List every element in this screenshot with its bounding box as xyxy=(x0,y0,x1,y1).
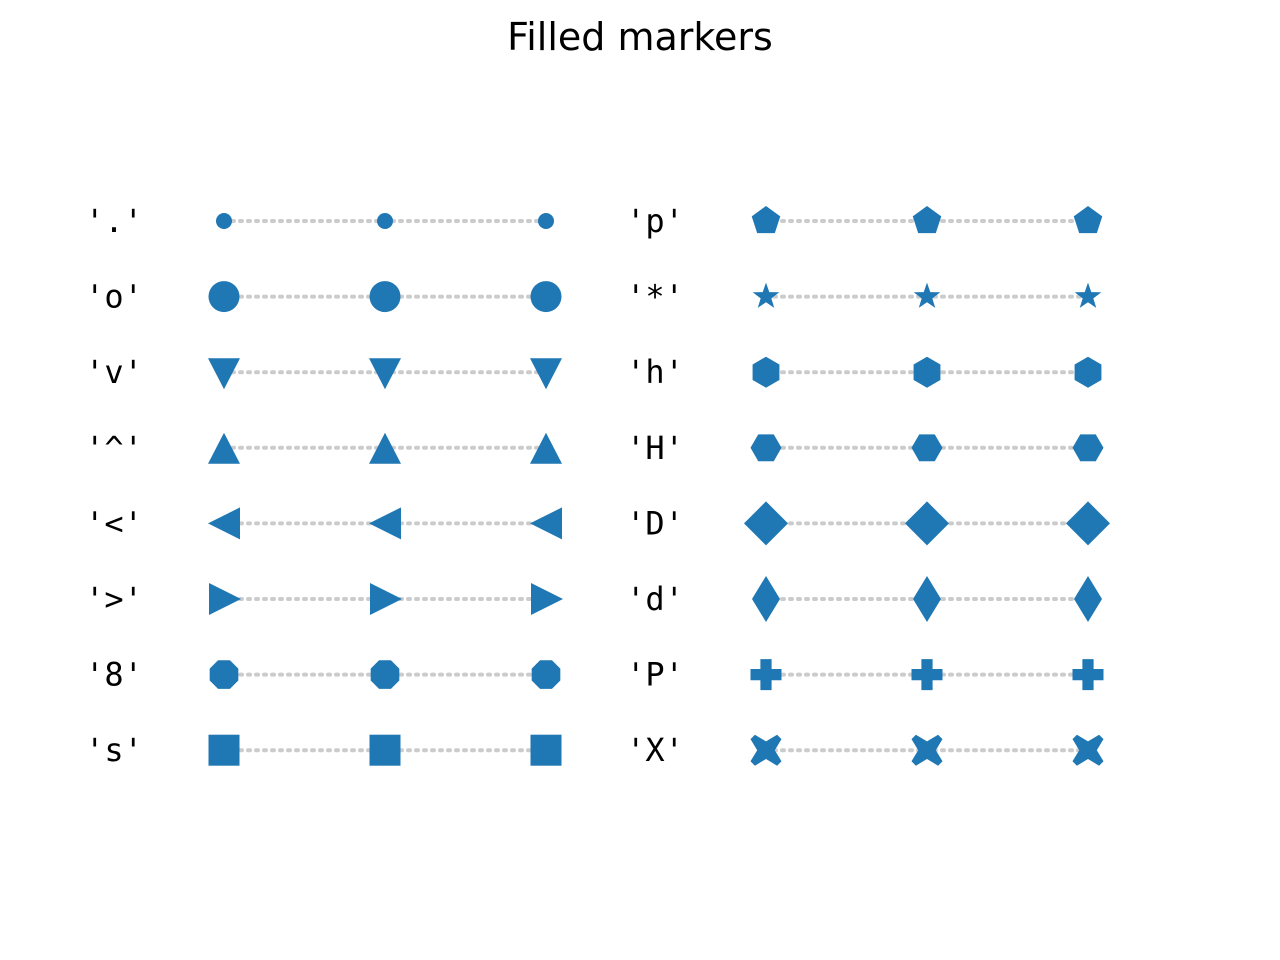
marker-diamond-point xyxy=(1066,501,1110,546)
marker-plus-filled-point xyxy=(750,659,782,691)
marker-row: '*' xyxy=(626,278,1102,316)
marker-row: '8' xyxy=(85,656,561,694)
marker-hexagon2-point xyxy=(911,434,943,462)
marker-octagon-point xyxy=(209,660,239,689)
marker-row: '<' xyxy=(85,504,562,542)
marker-row: 's' xyxy=(85,731,562,769)
marker-pentagon-point xyxy=(1073,206,1103,234)
marker-triangle-left-point xyxy=(369,507,401,540)
marker-thin-diamond-point xyxy=(752,576,780,622)
marker-circle-point xyxy=(530,281,562,313)
marker-triangle-right-point xyxy=(209,583,241,615)
marker-triangle-up-point xyxy=(369,432,401,464)
marker-row: '>' xyxy=(85,580,563,618)
marker-label: '.' xyxy=(85,202,143,240)
marker-label: 'X' xyxy=(626,731,684,769)
marker-row: 'p' xyxy=(626,202,1103,240)
marker-panels: '.''o''v''^''<''>''8''s''p''*''h''H''D''… xyxy=(85,202,1110,769)
marker-x-filled-point xyxy=(1072,734,1104,766)
marker-triangle-up-point xyxy=(530,432,562,464)
chart-title: Filled markers xyxy=(507,15,773,59)
marker-row: 'H' xyxy=(626,429,1104,467)
marker-label: '>' xyxy=(85,580,143,618)
marker-triangle-up-point xyxy=(208,432,240,464)
marker-triangle-left-point xyxy=(208,507,240,540)
marker-hexagon1-point xyxy=(1074,356,1102,388)
marker-pentagon-point xyxy=(751,206,781,234)
marker-octagon-point xyxy=(531,660,561,689)
marker-point-point xyxy=(377,213,393,229)
marker-hexagon1-point xyxy=(752,356,780,388)
marker-point-point xyxy=(216,213,232,229)
marker-label: 'd' xyxy=(626,580,684,618)
marker-pentagon-point xyxy=(912,206,942,234)
marker-label: '^' xyxy=(85,429,143,467)
marker-thin-diamond-point xyxy=(1074,576,1102,622)
marker-x-filled-point xyxy=(911,734,943,766)
marker-label: 'h' xyxy=(626,353,684,391)
marker-square-point xyxy=(369,734,401,766)
marker-diamond-point xyxy=(744,501,788,546)
marker-label: '8' xyxy=(85,656,143,694)
marker-star-point xyxy=(1074,282,1102,308)
marker-row: 'v' xyxy=(85,353,562,391)
marker-triangle-down-point xyxy=(530,358,562,390)
marker-row: 'd' xyxy=(626,576,1102,622)
marker-octagon-point xyxy=(370,660,400,689)
marker-label: 'o' xyxy=(85,278,143,316)
marker-triangle-down-point xyxy=(208,358,240,390)
marker-star-point xyxy=(752,282,780,308)
marker-label: 's' xyxy=(85,731,143,769)
marker-row: '.' xyxy=(85,202,554,240)
marker-x-filled-point xyxy=(750,734,782,766)
marker-circle-point xyxy=(369,281,401,313)
marker-label: 'v' xyxy=(85,353,143,391)
marker-plus-filled-point xyxy=(1072,659,1104,691)
marker-hexagon2-point xyxy=(750,434,782,462)
marker-point-point xyxy=(538,213,554,229)
marker-diamond-point xyxy=(905,501,949,546)
marker-label: 'P' xyxy=(626,656,684,694)
marker-label: '<' xyxy=(85,504,143,542)
marker-hexagon2-point xyxy=(1072,434,1104,462)
marker-row: 'o' xyxy=(85,278,562,316)
marker-hexagon1-point xyxy=(913,356,941,388)
marker-plus-filled-point xyxy=(911,659,943,691)
marker-star-point xyxy=(913,282,941,308)
marker-thin-diamond-point xyxy=(913,576,941,622)
marker-label: 'D' xyxy=(626,504,684,542)
marker-triangle-left-point xyxy=(530,507,562,540)
marker-panel-2: 'p' '*' 'h' 'H' 'D' 'd' 'P' 'X' xyxy=(626,202,1110,769)
marker-row: 'P' xyxy=(626,656,1104,694)
marker-row: 'X' xyxy=(626,731,1104,769)
marker-row: 'D' xyxy=(626,501,1110,546)
marker-label: 'H' xyxy=(626,429,684,467)
marker-triangle-right-point xyxy=(370,583,402,615)
marker-label: 'p' xyxy=(626,202,684,240)
marker-circle-point xyxy=(208,281,240,313)
marker-panel-1: '.' 'o' 'v' '^' '<' '>' '8' 's' xyxy=(85,202,563,769)
marker-square-point xyxy=(530,734,562,766)
marker-row: 'h' xyxy=(626,353,1102,391)
marker-label: '*' xyxy=(626,278,684,316)
marker-triangle-right-point xyxy=(531,583,563,615)
marker-row: '^' xyxy=(85,429,562,467)
marker-square-point xyxy=(208,734,240,766)
marker-triangle-down-point xyxy=(369,358,401,390)
